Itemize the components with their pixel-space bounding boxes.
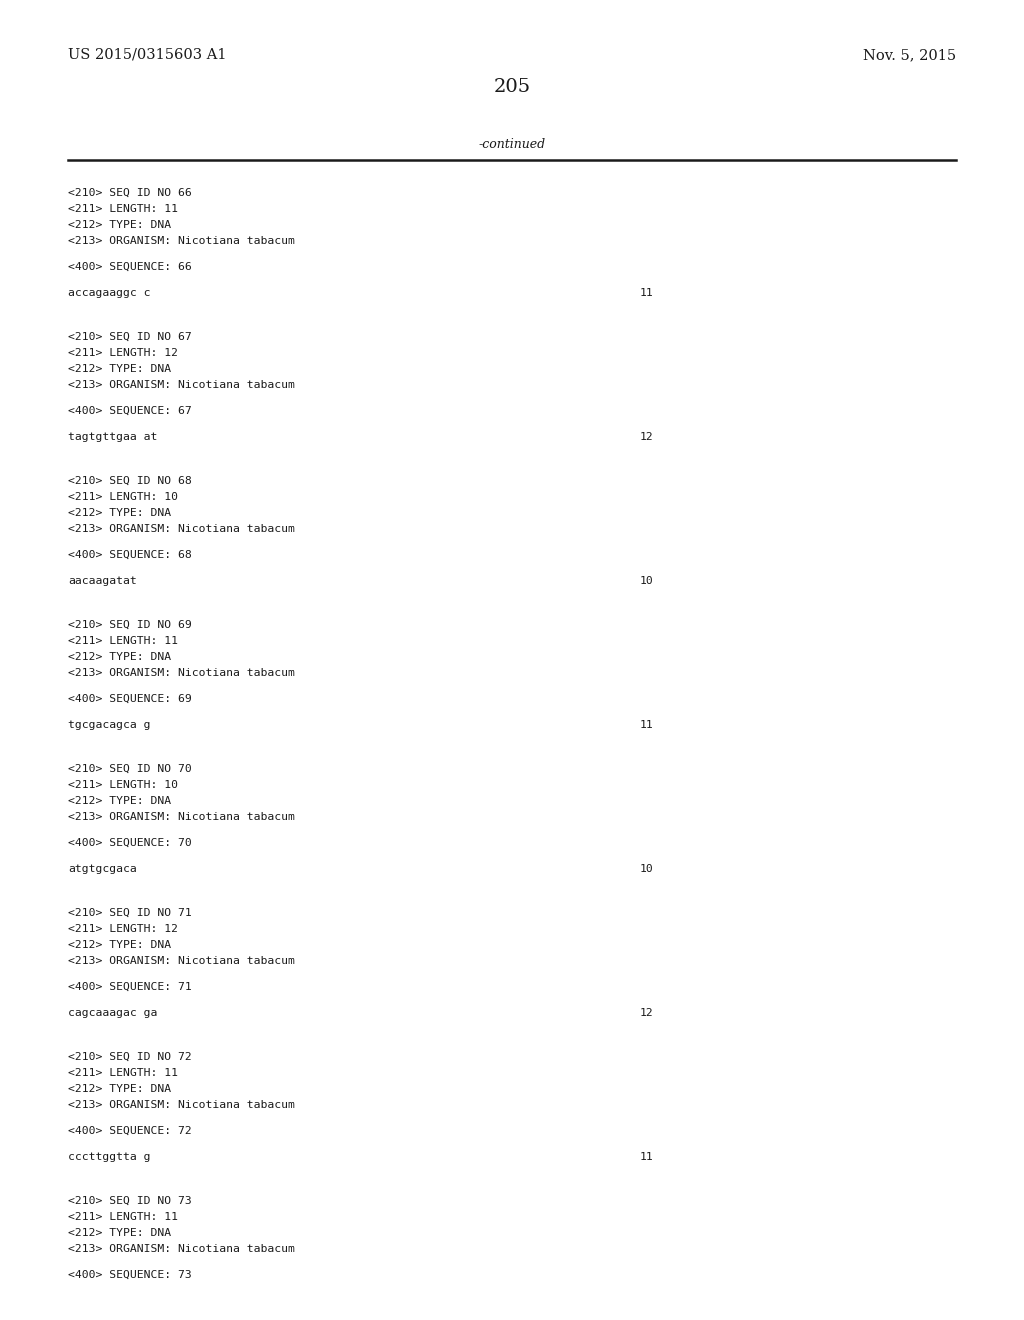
Text: <211> LENGTH: 12: <211> LENGTH: 12: [68, 348, 178, 358]
Text: <400> SEQUENCE: 71: <400> SEQUENCE: 71: [68, 982, 191, 993]
Text: 12: 12: [640, 432, 653, 442]
Text: <212> TYPE: DNA: <212> TYPE: DNA: [68, 796, 171, 807]
Text: <211> LENGTH: 10: <211> LENGTH: 10: [68, 780, 178, 789]
Text: <212> TYPE: DNA: <212> TYPE: DNA: [68, 652, 171, 663]
Text: <213> ORGANISM: Nicotiana tabacum: <213> ORGANISM: Nicotiana tabacum: [68, 1100, 295, 1110]
Text: <213> ORGANISM: Nicotiana tabacum: <213> ORGANISM: Nicotiana tabacum: [68, 956, 295, 966]
Text: 205: 205: [494, 78, 530, 96]
Text: 11: 11: [640, 719, 653, 730]
Text: <213> ORGANISM: Nicotiana tabacum: <213> ORGANISM: Nicotiana tabacum: [68, 380, 295, 389]
Text: <212> TYPE: DNA: <212> TYPE: DNA: [68, 220, 171, 230]
Text: 10: 10: [640, 865, 653, 874]
Text: <400> SEQUENCE: 67: <400> SEQUENCE: 67: [68, 407, 191, 416]
Text: <210> SEQ ID NO 66: <210> SEQ ID NO 66: [68, 187, 191, 198]
Text: 10: 10: [640, 576, 653, 586]
Text: <212> TYPE: DNA: <212> TYPE: DNA: [68, 508, 171, 517]
Text: <400> SEQUENCE: 66: <400> SEQUENCE: 66: [68, 261, 191, 272]
Text: atgtgcgaca: atgtgcgaca: [68, 865, 137, 874]
Text: Nov. 5, 2015: Nov. 5, 2015: [863, 48, 956, 62]
Text: <210> SEQ ID NO 71: <210> SEQ ID NO 71: [68, 908, 191, 917]
Text: cccttggtta g: cccttggtta g: [68, 1152, 151, 1162]
Text: <212> TYPE: DNA: <212> TYPE: DNA: [68, 940, 171, 950]
Text: 12: 12: [640, 1008, 653, 1018]
Text: <211> LENGTH: 11: <211> LENGTH: 11: [68, 1212, 178, 1222]
Text: <213> ORGANISM: Nicotiana tabacum: <213> ORGANISM: Nicotiana tabacum: [68, 812, 295, 822]
Text: <213> ORGANISM: Nicotiana tabacum: <213> ORGANISM: Nicotiana tabacum: [68, 1243, 295, 1254]
Text: <210> SEQ ID NO 67: <210> SEQ ID NO 67: [68, 333, 191, 342]
Text: cagcaaagac ga: cagcaaagac ga: [68, 1008, 158, 1018]
Text: tgcgacagca g: tgcgacagca g: [68, 719, 151, 730]
Text: <212> TYPE: DNA: <212> TYPE: DNA: [68, 1084, 171, 1094]
Text: <210> SEQ ID NO 72: <210> SEQ ID NO 72: [68, 1052, 191, 1063]
Text: <400> SEQUENCE: 73: <400> SEQUENCE: 73: [68, 1270, 191, 1280]
Text: 11: 11: [640, 1152, 653, 1162]
Text: tagtgttgaa at: tagtgttgaa at: [68, 432, 158, 442]
Text: <211> LENGTH: 11: <211> LENGTH: 11: [68, 636, 178, 645]
Text: US 2015/0315603 A1: US 2015/0315603 A1: [68, 48, 226, 62]
Text: <211> LENGTH: 12: <211> LENGTH: 12: [68, 924, 178, 935]
Text: <400> SEQUENCE: 69: <400> SEQUENCE: 69: [68, 694, 191, 704]
Text: <400> SEQUENCE: 70: <400> SEQUENCE: 70: [68, 838, 191, 847]
Text: <210> SEQ ID NO 73: <210> SEQ ID NO 73: [68, 1196, 191, 1206]
Text: accagaaggc c: accagaaggc c: [68, 288, 151, 298]
Text: <213> ORGANISM: Nicotiana tabacum: <213> ORGANISM: Nicotiana tabacum: [68, 668, 295, 678]
Text: <211> LENGTH: 10: <211> LENGTH: 10: [68, 492, 178, 502]
Text: <213> ORGANISM: Nicotiana tabacum: <213> ORGANISM: Nicotiana tabacum: [68, 524, 295, 535]
Text: 11: 11: [640, 288, 653, 298]
Text: -continued: -continued: [478, 139, 546, 150]
Text: <210> SEQ ID NO 69: <210> SEQ ID NO 69: [68, 620, 191, 630]
Text: <210> SEQ ID NO 70: <210> SEQ ID NO 70: [68, 764, 191, 774]
Text: <400> SEQUENCE: 72: <400> SEQUENCE: 72: [68, 1126, 191, 1137]
Text: <400> SEQUENCE: 68: <400> SEQUENCE: 68: [68, 550, 191, 560]
Text: <212> TYPE: DNA: <212> TYPE: DNA: [68, 1228, 171, 1238]
Text: <213> ORGANISM: Nicotiana tabacum: <213> ORGANISM: Nicotiana tabacum: [68, 236, 295, 246]
Text: aacaagatat: aacaagatat: [68, 576, 137, 586]
Text: <211> LENGTH: 11: <211> LENGTH: 11: [68, 1068, 178, 1078]
Text: <210> SEQ ID NO 68: <210> SEQ ID NO 68: [68, 477, 191, 486]
Text: <212> TYPE: DNA: <212> TYPE: DNA: [68, 364, 171, 374]
Text: <211> LENGTH: 11: <211> LENGTH: 11: [68, 205, 178, 214]
